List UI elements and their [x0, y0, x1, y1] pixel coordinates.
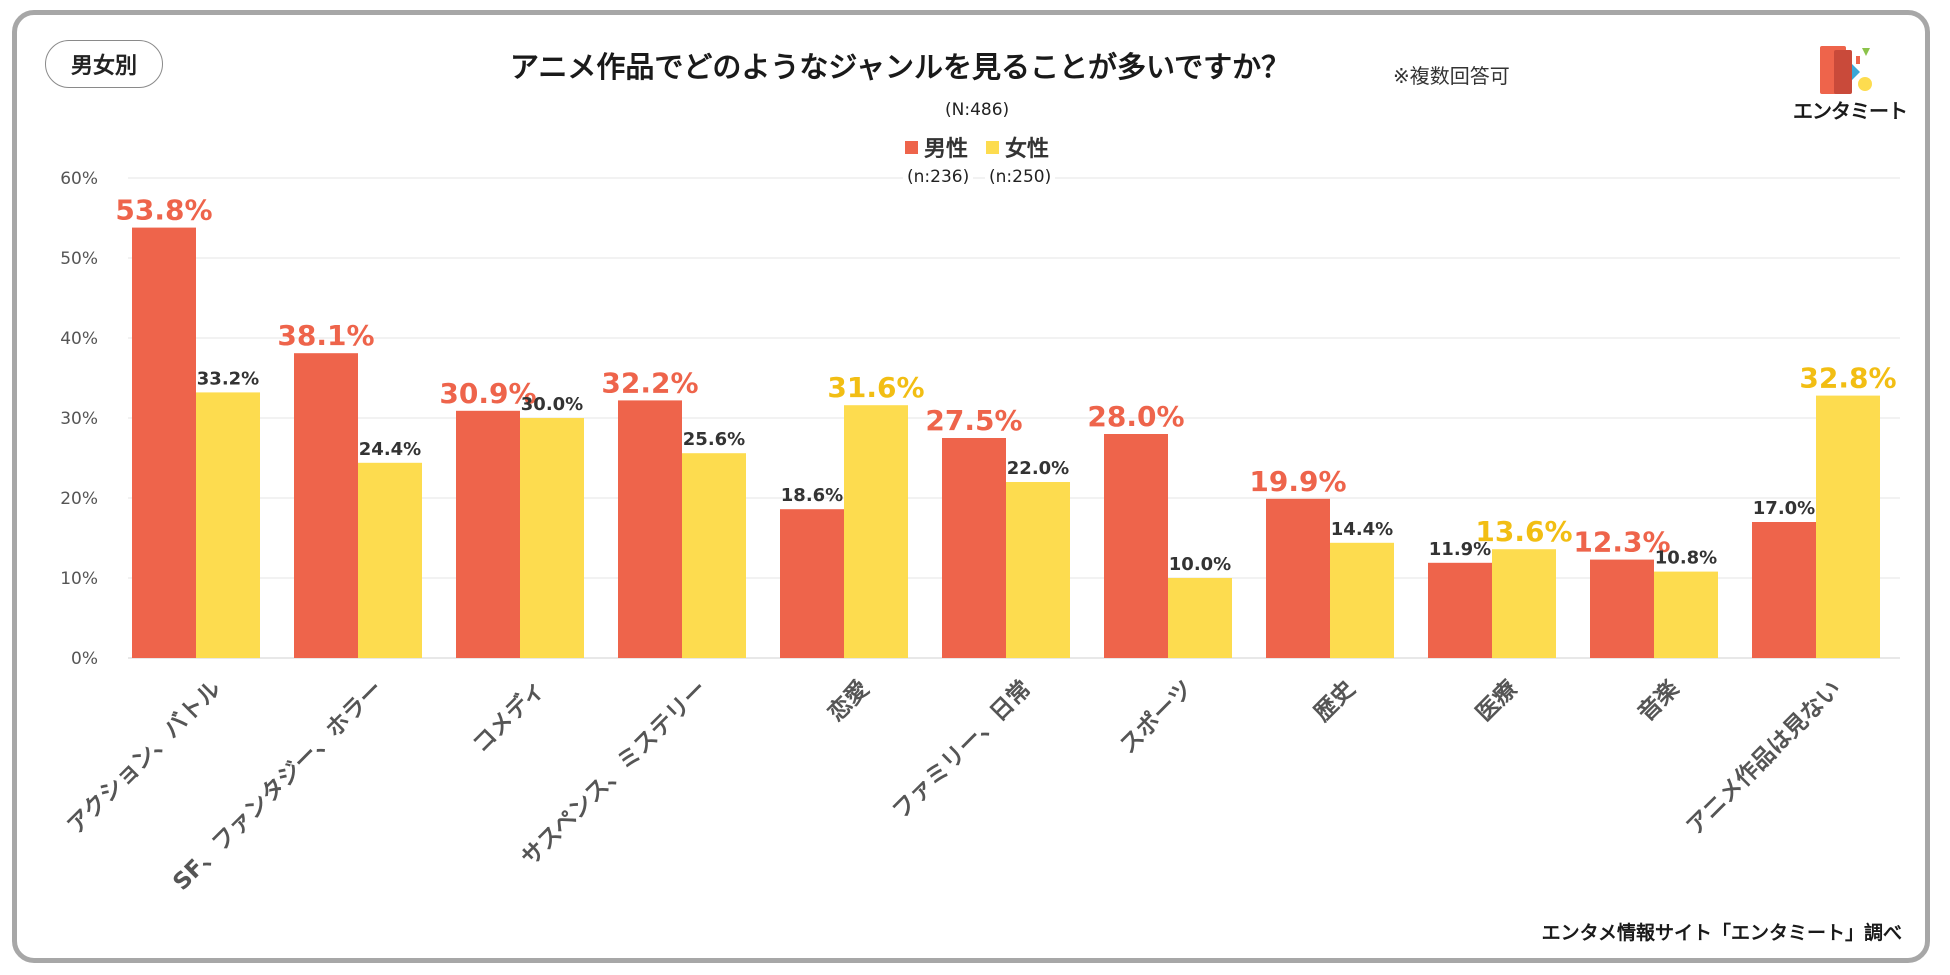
- x-category-label: 歴史: [1309, 675, 1361, 727]
- x-category-label: サスペンス、ミステリー: [517, 676, 713, 872]
- y-tick-label: 20%: [60, 489, 98, 509]
- data-label-female: 31.6%: [827, 371, 924, 404]
- data-label-male: 27.5%: [925, 404, 1022, 437]
- legend-swatch-male: [905, 140, 918, 154]
- bar-male: [1428, 562, 1492, 658]
- bar-male: [1590, 559, 1654, 658]
- data-label-female: 24.4%: [359, 439, 421, 460]
- x-category-label: アニメ作品は見ない: [1682, 676, 1846, 840]
- bar-male: [780, 509, 844, 658]
- logo-text: エンタミート: [1793, 99, 1908, 123]
- data-label-female: 10.0%: [1169, 554, 1231, 575]
- data-label-female: 25.6%: [683, 429, 745, 450]
- bar-male: [456, 410, 520, 658]
- bar-male: [1266, 498, 1330, 658]
- multiple-answer-note: ※複数回答可: [1393, 64, 1510, 88]
- data-label-female: 32.8%: [1799, 362, 1896, 395]
- data-label-male: 11.9%: [1429, 539, 1491, 560]
- bar-male: [942, 438, 1006, 658]
- x-category-label: スポーツ: [1114, 675, 1198, 759]
- legend-n-male: (n:236): [903, 167, 974, 187]
- bar-male: [618, 400, 682, 658]
- bar-female: [1816, 395, 1880, 658]
- legend-item-male: 男性: [905, 131, 968, 163]
- data-label-female: 30.0%: [521, 394, 583, 415]
- bar-female: [196, 392, 260, 658]
- chart-title: アニメ作品でどのようなジャンルを見ることが多いですか？: [510, 50, 1291, 84]
- data-label-male: 28.0%: [1087, 400, 1184, 433]
- x-category-label: コメディ: [467, 675, 550, 758]
- x-category-label: 音楽: [1633, 675, 1685, 727]
- bar-male: [294, 353, 358, 658]
- data-label-male: 38.1%: [277, 319, 374, 352]
- bar-female: [1492, 549, 1556, 658]
- bar-female: [520, 418, 584, 658]
- bar-female: [1168, 578, 1232, 658]
- legend-swatch-female: [986, 140, 999, 154]
- y-tick-label: 40%: [60, 329, 98, 349]
- gender-badge: 男女別: [45, 40, 163, 88]
- legend-label-male: 男性: [924, 137, 969, 162]
- bar-female: [844, 405, 908, 658]
- data-label-male: 19.9%: [1249, 465, 1346, 498]
- legend-n-female: (n:250): [985, 167, 1056, 187]
- data-label-male: 18.6%: [781, 485, 843, 506]
- bar-female: [358, 462, 422, 658]
- bar-female: [1330, 542, 1394, 658]
- data-label-female: 14.4%: [1331, 519, 1393, 540]
- bar-male: [132, 227, 196, 658]
- y-tick-label: 50%: [60, 249, 98, 269]
- y-tick-label: 30%: [60, 409, 98, 429]
- total-sample-size: (N:486): [945, 100, 1010, 120]
- data-label-female: 22.0%: [1007, 458, 1069, 479]
- data-label-male: 30.9%: [439, 377, 536, 410]
- legend-item-female: 女性: [986, 131, 1049, 163]
- data-label-male: 17.0%: [1753, 498, 1815, 519]
- x-category-label: 恋愛: [823, 675, 875, 727]
- data-label-male: 32.2%: [601, 366, 698, 399]
- data-label-male: 12.3%: [1573, 526, 1670, 559]
- data-label-female: 33.2%: [197, 368, 259, 389]
- bar-female: [1006, 482, 1070, 658]
- y-tick-label: 60%: [60, 169, 98, 189]
- x-category-label: ファミリー、日常: [888, 676, 1036, 824]
- x-category-label: 医療: [1471, 674, 1523, 726]
- x-category-label: アクション、バトル: [63, 676, 226, 839]
- data-label-female: 13.6%: [1475, 515, 1572, 548]
- y-tick-label: 0%: [71, 649, 98, 669]
- source-footer: エンタメ情報サイト「エンタミート」調べ: [1541, 922, 1902, 944]
- bar-male: [1104, 434, 1168, 658]
- bar-male: [1752, 522, 1816, 658]
- entameet-logo-icon: [1820, 46, 1872, 94]
- legend-label-female: 女性: [1005, 137, 1050, 162]
- bar-female: [1654, 571, 1718, 658]
- bar-female: [682, 453, 746, 658]
- data-label-male: 53.8%: [115, 194, 212, 227]
- data-label-female: 10.8%: [1655, 548, 1717, 569]
- y-tick-label: 10%: [60, 569, 98, 589]
